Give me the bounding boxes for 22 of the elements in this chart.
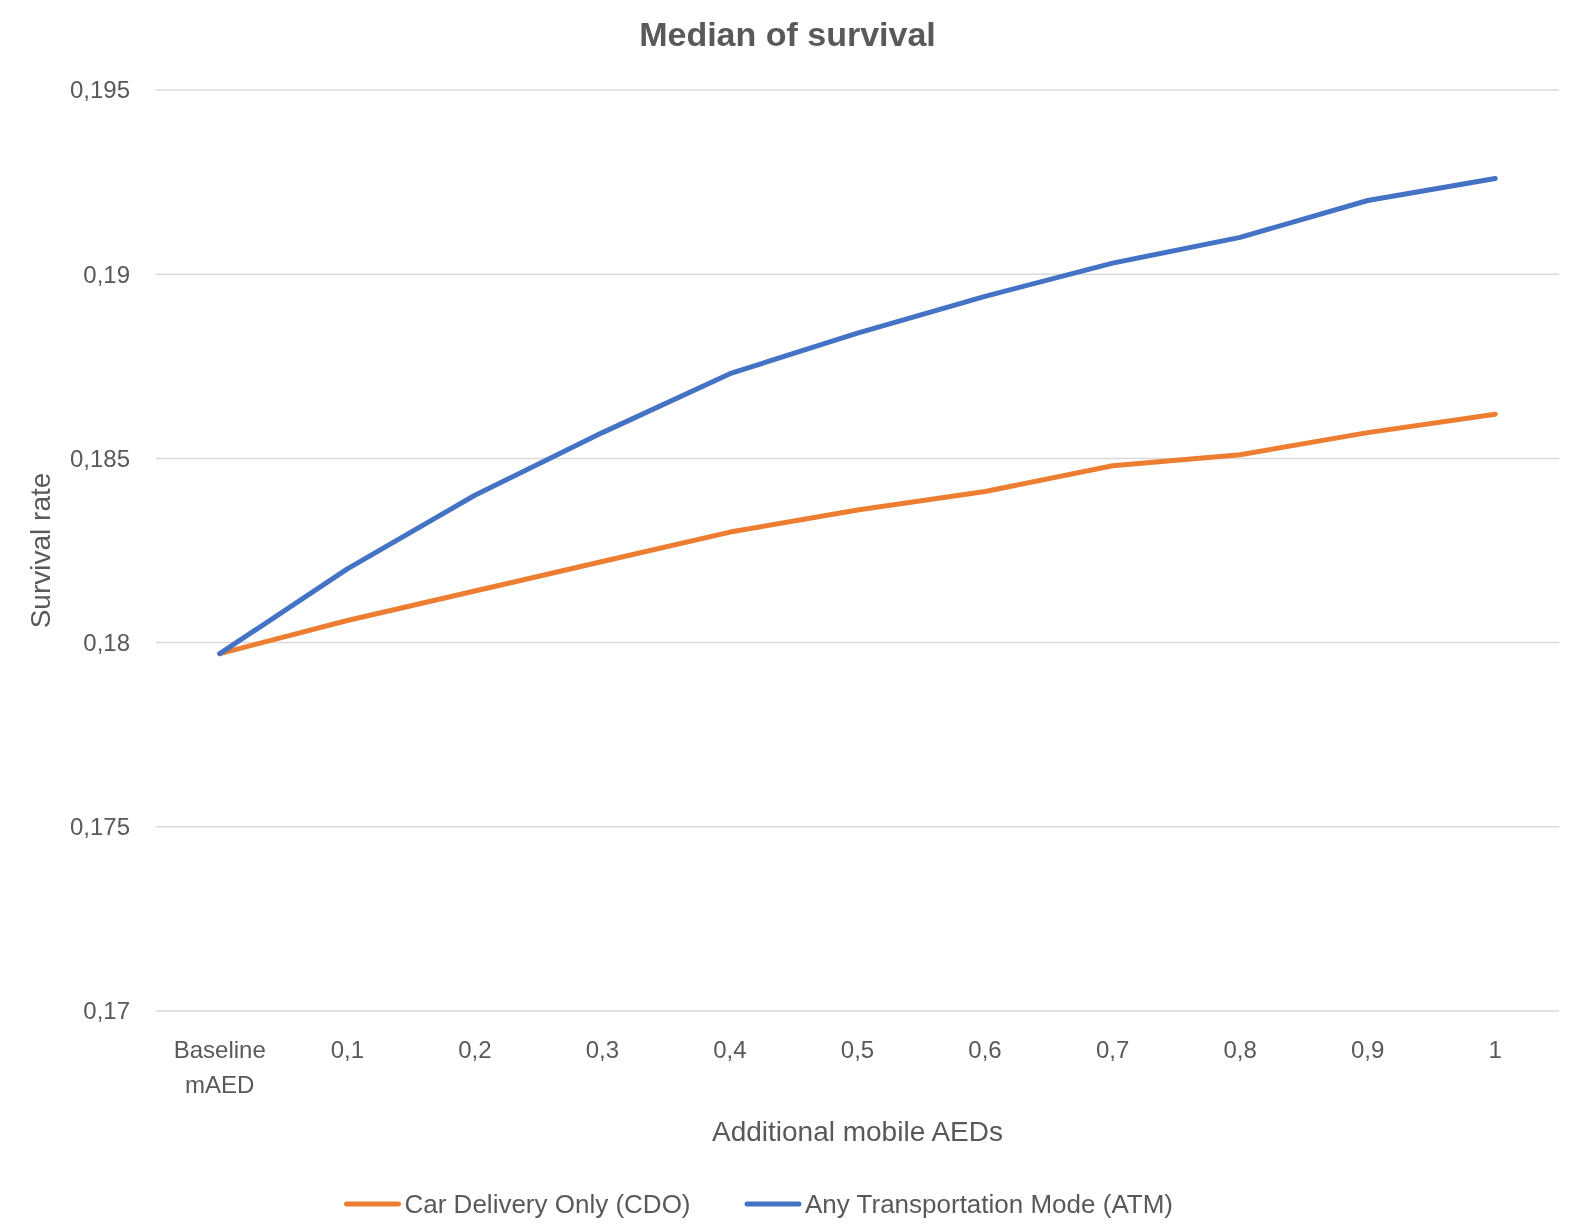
- x-axis-title: Additional mobile AEDs: [711, 1116, 1004, 1147]
- chart-title: Median of survival: [639, 15, 936, 53]
- x-tick-label: 0,6: [968, 1036, 1002, 1063]
- x-tick-label: 0,8: [1223, 1036, 1257, 1063]
- x-tick-label: 0,2: [458, 1036, 492, 1063]
- x-tick-label: 0,4: [713, 1036, 747, 1063]
- x-tick-label: 1: [1488, 1036, 1502, 1063]
- y-tick-label: 0,19: [83, 260, 130, 288]
- x-tick-label: 0,1: [330, 1036, 365, 1063]
- y-tick-label: 0,175: [69, 813, 130, 841]
- y-tick-label: 0,185: [69, 444, 130, 472]
- y-axis-title: Survival rate: [25, 472, 56, 629]
- x-tick-label: 0,3: [585, 1036, 620, 1063]
- y-tick-label: 0,195: [69, 76, 130, 104]
- x-tick-label: Baseline mAED: [173, 1036, 266, 1098]
- y-tick-label: 0,17: [83, 997, 130, 1025]
- y-tick-label: 0,18: [83, 629, 130, 656]
- x-tick-label: 0,7: [1095, 1036, 1130, 1063]
- x-tick-label: 0,9: [1350, 1036, 1385, 1063]
- x-tick-label: 0,5: [840, 1036, 875, 1063]
- legend-label: Any Transportation Mode (ATM): [805, 1189, 1173, 1219]
- legend-label: Car Delivery Only (CDO): [404, 1189, 691, 1219]
